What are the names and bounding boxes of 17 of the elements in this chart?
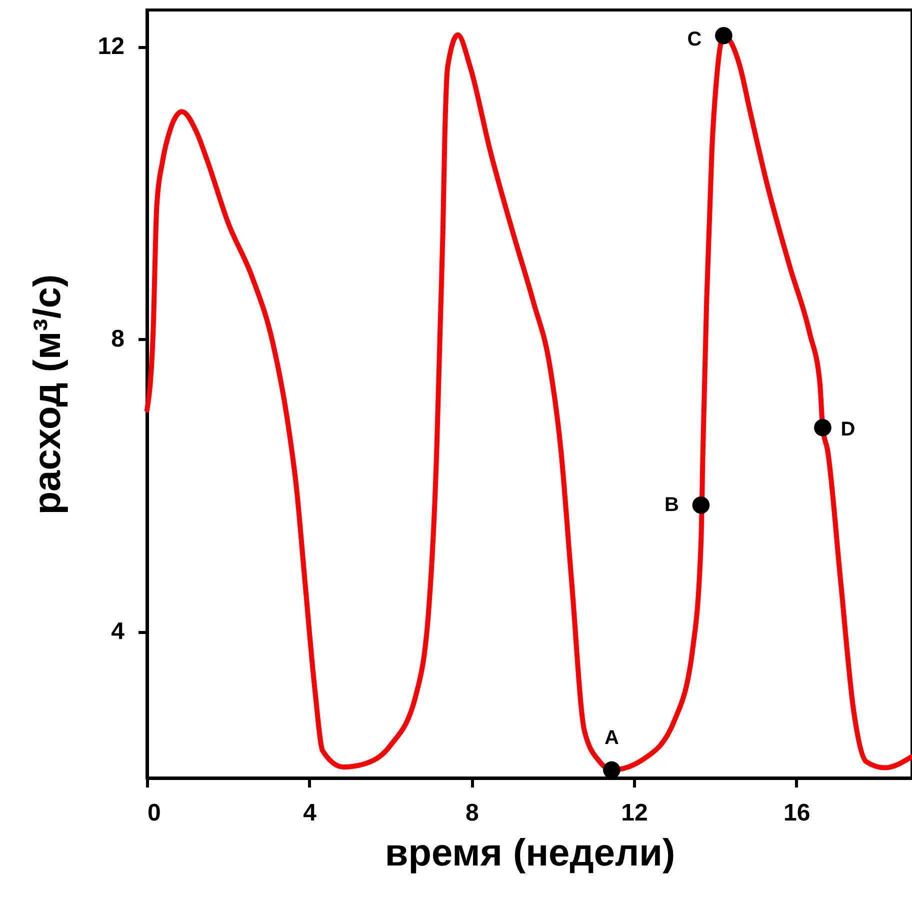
y-axis-title: расход (м³/с) [26, 274, 69, 515]
x-tick-label: 8 [465, 800, 479, 826]
x-tick-label: 12 [621, 800, 648, 826]
x-axis-title: время (недели) [384, 832, 676, 874]
y-tick-label: 12 [98, 33, 124, 60]
point [715, 26, 732, 44]
x-tick-label: 16 [783, 800, 810, 826]
y-tick-label: 8 [111, 326, 124, 353]
x-tick-label: 0 [148, 800, 161, 826]
x-tick-label: 4 [303, 800, 318, 826]
point [814, 419, 832, 436]
annotation: B [664, 494, 679, 516]
annotation: A [604, 726, 619, 749]
annotation: D [840, 418, 856, 441]
point [692, 496, 710, 514]
annotation: C [687, 28, 702, 51]
y-tick-label: 4 [111, 618, 126, 646]
